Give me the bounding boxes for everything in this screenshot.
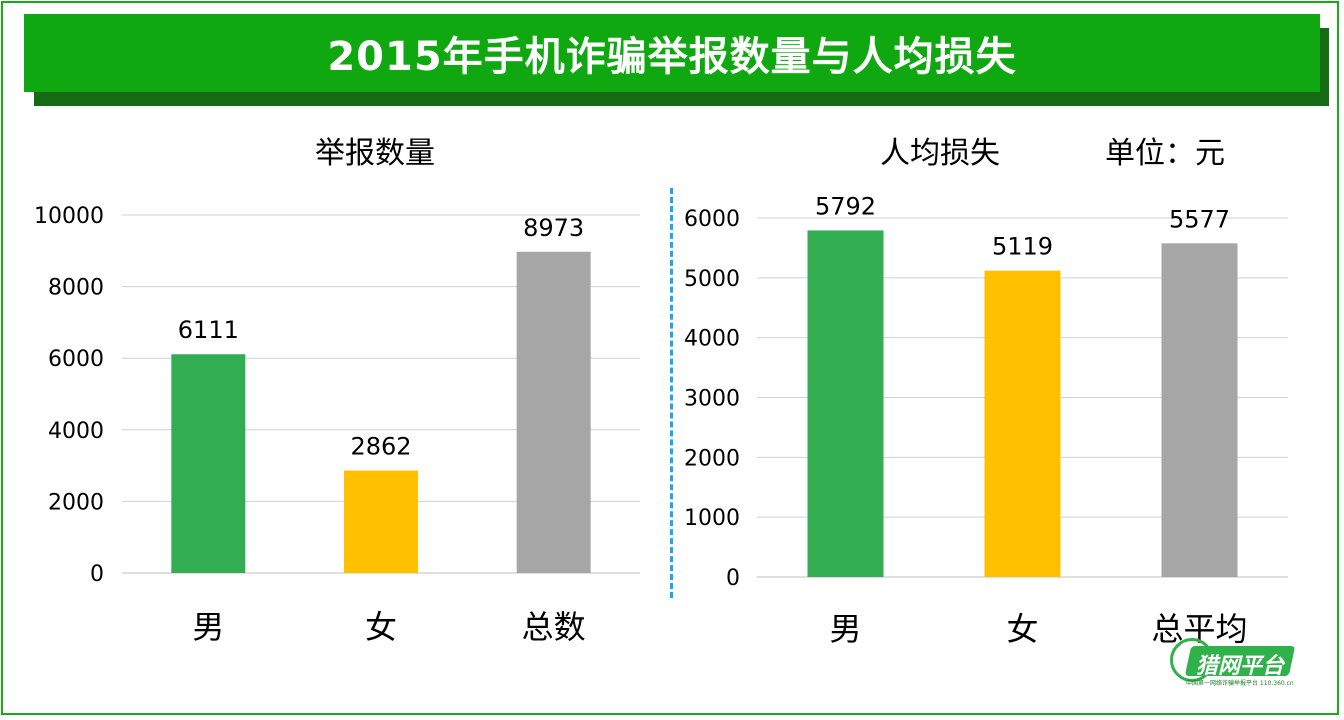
chart1-category-label: 女 [365, 608, 397, 646]
chart2-data-label: 5577 [1169, 205, 1230, 233]
chart2-y-tick-label: 0 [726, 566, 740, 591]
chart2-y-tick-label: 6000 [684, 207, 740, 232]
page-title: 2015年手机诈骗举报数量与人均损失 [327, 34, 1017, 80]
chart2-y-tick-label: 4000 [684, 327, 740, 352]
chart1-data-label: 2862 [350, 433, 411, 461]
chart1-category-label: 男 [192, 608, 224, 646]
chart1-y-tick-label: 8000 [48, 276, 104, 301]
lieWang-logo: 猎网平台 中国第一网络诈骗举报平台 110.360.cn [1166, 636, 1296, 692]
chart1-y-tick-label: 6000 [48, 347, 104, 372]
logo-name: 猎网平台 [1196, 654, 1285, 679]
chart2-category-label: 女 [1006, 610, 1038, 648]
chart2-data-label: 5119 [992, 233, 1053, 261]
chart2-y-tick-label: 3000 [684, 387, 740, 412]
chart2-bar-1 [807, 230, 884, 578]
chart2-bar-3 [1161, 243, 1238, 577]
chart1-y-tick-label: 2000 [48, 490, 104, 515]
chart1-title: 举报数量 [315, 136, 435, 171]
chart1-bar-3 [516, 251, 591, 573]
chart2-unit-label: 单位：元 [1105, 136, 1225, 171]
chart2-y-tick-label: 1000 [684, 506, 740, 531]
chart-divider [670, 188, 673, 598]
chart2-title: 人均损失 [880, 136, 1000, 171]
chart1-data-label: 6111 [178, 316, 239, 344]
title-bar: 2015年手机诈骗举报数量与人均损失 [24, 14, 1320, 92]
chart1-y-tick-label: 4000 [48, 419, 104, 444]
chart2-bar-2 [984, 270, 1061, 577]
chart1-y-tick-label: 10000 [34, 204, 104, 229]
chart2-data-label: 5792 [815, 192, 876, 220]
chart1-bar-2 [344, 470, 418, 573]
chart1-category-label: 总数 [522, 608, 586, 646]
chart2-category-label: 男 [829, 610, 861, 648]
chart2-y-tick-label: 2000 [684, 446, 740, 471]
chart1-bar-1 [171, 354, 246, 573]
logo-subtitle: 中国第一网络诈骗举报平台 110.360.cn [1186, 680, 1294, 687]
chart2-y-tick-label: 5000 [684, 267, 740, 292]
chart1-data-label: 8973 [523, 214, 584, 242]
chart1-y-tick-label: 0 [90, 562, 104, 587]
